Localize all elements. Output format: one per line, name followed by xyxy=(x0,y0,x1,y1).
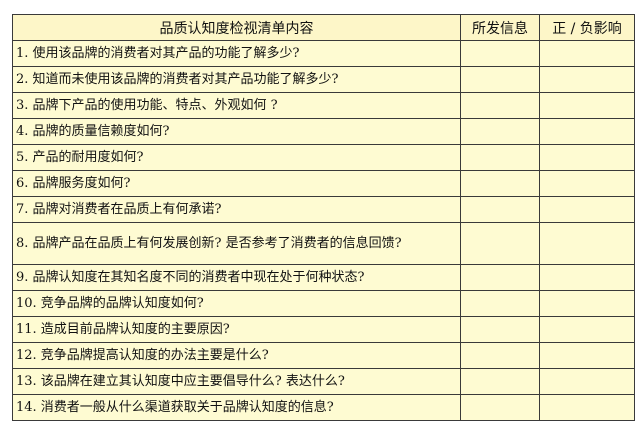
message-sent-cell[interactable] xyxy=(460,66,540,93)
checklist-question: 8. 品牌产品在品质上有何发展创新? 是否参考了消费者的信息回馈? xyxy=(12,222,461,265)
table-row: 10. 竞争品牌的品牌认知度如何? xyxy=(12,290,635,317)
checklist-question: 13. 该品牌在建立其认知度中应主要倡导什么? 表达什么? xyxy=(12,368,461,395)
message-sent-cell[interactable] xyxy=(460,170,540,197)
table-row: 3. 品牌下产品的使用功能、特点、外观如何 ? xyxy=(12,92,635,119)
impact-cell[interactable] xyxy=(539,316,635,343)
message-sent-cell[interactable] xyxy=(460,92,540,119)
impact-cell[interactable] xyxy=(539,368,635,395)
message-sent-cell[interactable] xyxy=(460,144,540,171)
table-row: 11. 造成目前品牌认知度的主要原因? xyxy=(12,316,635,343)
message-sent-cell[interactable] xyxy=(460,368,540,395)
table-row: 9. 品牌认知度在其知名度不同的消费者中现在处于何种状态? xyxy=(12,264,635,291)
header-impact: 正 / 负影响 xyxy=(539,14,635,41)
checklist-question: 12. 竞争品牌提高认知度的办法主要是什么? xyxy=(12,342,461,369)
message-sent-cell[interactable] xyxy=(460,118,540,145)
impact-cell[interactable] xyxy=(539,118,635,145)
message-sent-cell[interactable] xyxy=(460,264,540,291)
impact-cell[interactable] xyxy=(539,66,635,93)
table-row: 8. 品牌产品在品质上有何发展创新? 是否参考了消费者的信息回馈? xyxy=(12,222,635,265)
header-message-sent: 所发信息 xyxy=(460,14,540,41)
message-sent-cell[interactable] xyxy=(460,40,540,67)
impact-cell[interactable] xyxy=(539,394,635,421)
checklist-question: 10. 竞争品牌的品牌认知度如何? xyxy=(12,290,461,317)
table-row: 14. 消费者一般从什么渠道获取关于品牌认知度的信息? xyxy=(12,394,635,421)
checklist-question: 4. 品牌的质量信赖度如何? xyxy=(12,118,461,145)
checklist-question: 3. 品牌下产品的使用功能、特点、外观如何 ? xyxy=(12,92,461,119)
checklist-question: 11. 造成目前品牌认知度的主要原因? xyxy=(12,316,461,343)
impact-cell[interactable] xyxy=(539,40,635,67)
checklist-question: 5. 产品的耐用度如何? xyxy=(12,144,461,171)
table-row: 1. 使用该品牌的消费者对其产品的功能了解多少? xyxy=(12,40,635,67)
impact-cell[interactable] xyxy=(539,264,635,291)
message-sent-cell[interactable] xyxy=(460,394,540,421)
header-checklist-content: 品质认知度检视清单内容 xyxy=(12,14,461,41)
table-row: 6. 品牌服务度如何? xyxy=(12,170,635,197)
table-row: 7. 品牌对消费者在品质上有何承诺? xyxy=(12,196,635,223)
message-sent-cell[interactable] xyxy=(460,222,540,265)
table-row: 13. 该品牌在建立其认知度中应主要倡导什么? 表达什么? xyxy=(12,368,635,395)
checklist-question: 6. 品牌服务度如何? xyxy=(12,170,461,197)
checklist-question: 9. 品牌认知度在其知名度不同的消费者中现在处于何种状态? xyxy=(12,264,461,291)
impact-cell[interactable] xyxy=(539,290,635,317)
checklist-question: 14. 消费者一般从什么渠道获取关于品牌认知度的信息? xyxy=(12,394,461,421)
message-sent-cell[interactable] xyxy=(460,316,540,343)
impact-cell[interactable] xyxy=(539,342,635,369)
message-sent-cell[interactable] xyxy=(460,196,540,223)
quality-awareness-checklist-table: 品质认知度检视清单内容 所发信息 正 / 负影响 1. 使用该品牌的消费者对其产… xyxy=(12,14,635,421)
table-row: 4. 品牌的质量信赖度如何? xyxy=(12,118,635,145)
checklist-question: 7. 品牌对消费者在品质上有何承诺? xyxy=(12,196,461,223)
message-sent-cell[interactable] xyxy=(460,290,540,317)
table-row: 12. 竞争品牌提高认知度的办法主要是什么? xyxy=(12,342,635,369)
checklist-question: 2. 知道而未使用该品牌的消费者对其产品功能了解多少? xyxy=(12,66,461,93)
impact-cell[interactable] xyxy=(539,170,635,197)
impact-cell[interactable] xyxy=(539,144,635,171)
impact-cell[interactable] xyxy=(539,196,635,223)
table-row: 2. 知道而未使用该品牌的消费者对其产品功能了解多少? xyxy=(12,66,635,93)
table-row: 5. 产品的耐用度如何? xyxy=(12,144,635,171)
checklist-question: 1. 使用该品牌的消费者对其产品的功能了解多少? xyxy=(12,40,461,67)
impact-cell[interactable] xyxy=(539,92,635,119)
message-sent-cell[interactable] xyxy=(460,342,540,369)
header-row: 品质认知度检视清单内容 所发信息 正 / 负影响 xyxy=(12,14,635,41)
impact-cell[interactable] xyxy=(539,222,635,265)
